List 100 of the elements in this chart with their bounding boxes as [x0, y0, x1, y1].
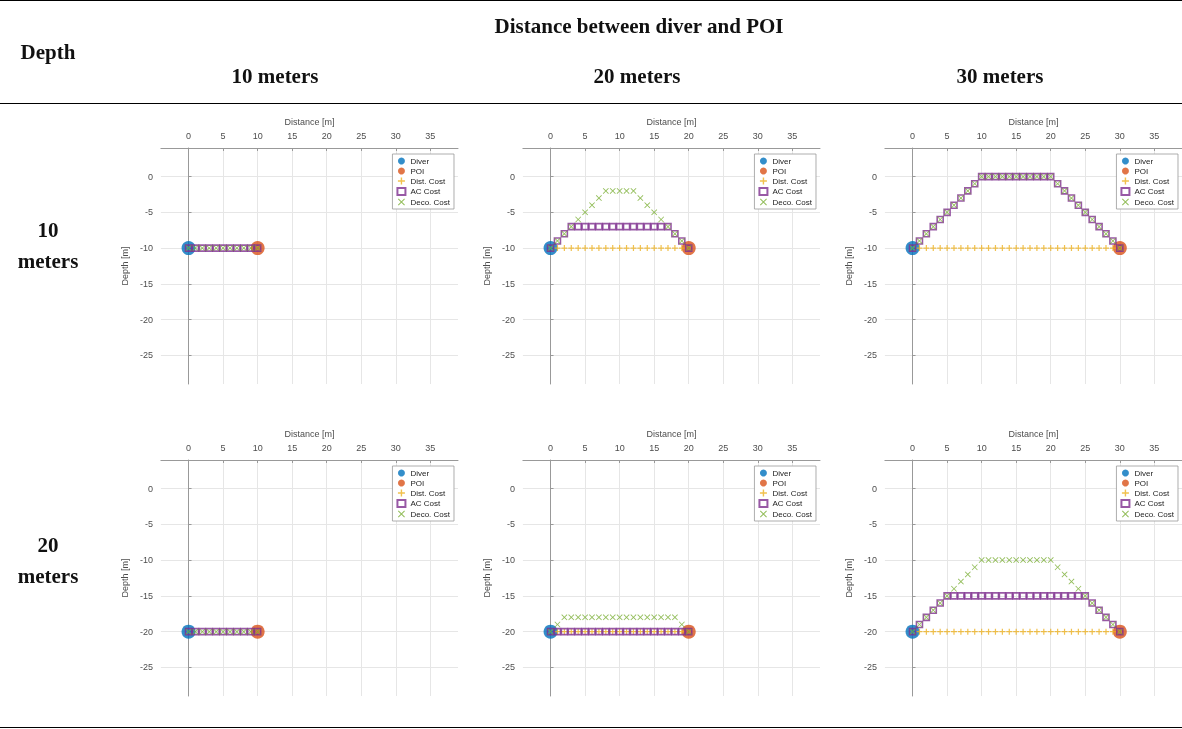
- y-tick-label: 0: [147, 171, 153, 182]
- x-tick-label: 30: [752, 442, 763, 453]
- point: [630, 187, 637, 194]
- point: [1040, 557, 1047, 564]
- point: [950, 592, 958, 600]
- point: [609, 187, 616, 194]
- x-tick-label: 20: [321, 130, 332, 141]
- y-tick-label: -15: [501, 590, 515, 601]
- x-tick-label: 35: [1149, 130, 1160, 141]
- x-tick-label: 0: [186, 442, 192, 453]
- y-tick-label: -5: [868, 207, 877, 218]
- y-tick-label: -25: [139, 662, 153, 673]
- text: 30 meters: [955, 64, 1045, 89]
- y-tick-label: -10: [501, 555, 515, 566]
- point: [602, 187, 609, 194]
- x-tick-label: 0: [186, 130, 192, 141]
- point: [1046, 592, 1055, 600]
- x-tick-label: 25: [718, 130, 729, 141]
- legend-label: Diver: [1134, 468, 1154, 478]
- point: [964, 592, 972, 600]
- legend-label: POI: [772, 166, 787, 176]
- x-tick-label: 10: [252, 130, 263, 141]
- point: [636, 222, 645, 231]
- legend-label: POI: [410, 166, 425, 176]
- y-tick-label: -15: [863, 278, 877, 289]
- x-tick-label: 5: [582, 442, 588, 453]
- point: [1012, 592, 1020, 600]
- point: [1040, 592, 1048, 600]
- point: [1060, 592, 1069, 600]
- point: [575, 614, 582, 621]
- point: [957, 245, 964, 252]
- legend-label: Deco. Cost: [772, 197, 813, 207]
- point: [1026, 592, 1034, 600]
- y-axis-title: Depth [m]: [843, 558, 854, 598]
- y-tick-label: -15: [501, 278, 515, 289]
- y-tick-label: 0: [509, 483, 515, 494]
- x-tick-label: 25: [1080, 442, 1091, 453]
- x-tick-label: 35: [787, 442, 798, 453]
- text: 20 meters: [592, 64, 682, 89]
- point: [608, 222, 617, 231]
- point: [1033, 592, 1041, 600]
- x-tick-label: 35: [1149, 442, 1160, 453]
- y-tick-label: -15: [139, 278, 153, 289]
- text: Distance between diver and POI: [493, 14, 785, 39]
- point: [602, 614, 609, 621]
- y-tick-label: -10: [863, 555, 877, 566]
- x-tick-label: 35: [425, 130, 436, 141]
- x-tick-label: 30: [1114, 442, 1125, 453]
- y-tick-label: -15: [139, 590, 153, 601]
- x-axis-title: Distance [m]: [284, 116, 335, 127]
- point: [671, 245, 678, 252]
- x-tick-label: 0: [910, 442, 916, 453]
- point: [568, 614, 575, 621]
- point: [582, 245, 589, 252]
- point: [1033, 628, 1040, 635]
- point: [1027, 245, 1033, 252]
- y-axis-title: Depth [m]: [119, 558, 130, 598]
- y-tick-label: -20: [501, 314, 515, 325]
- legend-label: POI: [1134, 478, 1149, 488]
- legend-label: Diver: [410, 468, 430, 478]
- y-tick-label: -20: [501, 626, 515, 637]
- point: [991, 592, 1000, 600]
- y-tick-label: -5: [144, 519, 153, 530]
- x-tick-label: 20: [683, 442, 694, 453]
- x-tick-label: 10: [252, 442, 263, 453]
- x-tick-label: 5: [220, 442, 226, 453]
- x-tick-label: 20: [1045, 130, 1056, 141]
- point: [658, 614, 665, 621]
- y-axis-title: Depth [m]: [481, 246, 492, 286]
- point: [644, 202, 651, 209]
- point: [582, 209, 589, 216]
- point: [574, 222, 582, 231]
- x-tick-label: 25: [356, 130, 367, 141]
- y-tick-label: -20: [139, 314, 153, 325]
- x-tick-label: 0: [548, 442, 554, 453]
- legend-label: POI: [1134, 166, 1149, 176]
- point: [595, 245, 602, 252]
- y-tick-label: -20: [863, 626, 877, 637]
- legend-label: Dist. Cost: [410, 176, 446, 186]
- point: [623, 187, 630, 194]
- point: [957, 578, 964, 585]
- y-tick-label: 0: [509, 171, 515, 182]
- point: [658, 216, 665, 223]
- x-tick-label: 35: [425, 442, 436, 453]
- legend-label: AC Cost: [772, 187, 803, 196]
- y-tick-label: -25: [863, 350, 877, 361]
- y-axis-title: Depth [m]: [481, 558, 492, 598]
- x-tick-label: 35: [787, 130, 798, 141]
- point: [643, 222, 652, 231]
- y-tick-label: -5: [506, 207, 515, 218]
- y-tick-label: -10: [139, 555, 153, 566]
- point: [1096, 245, 1103, 252]
- point: [1033, 557, 1040, 564]
- point: [998, 592, 1007, 600]
- point: [957, 592, 965, 600]
- point: [1074, 592, 1083, 600]
- point: [665, 245, 671, 252]
- y-tick-label: 0: [871, 171, 877, 182]
- x-tick-label: 5: [220, 130, 226, 141]
- point: [595, 614, 602, 621]
